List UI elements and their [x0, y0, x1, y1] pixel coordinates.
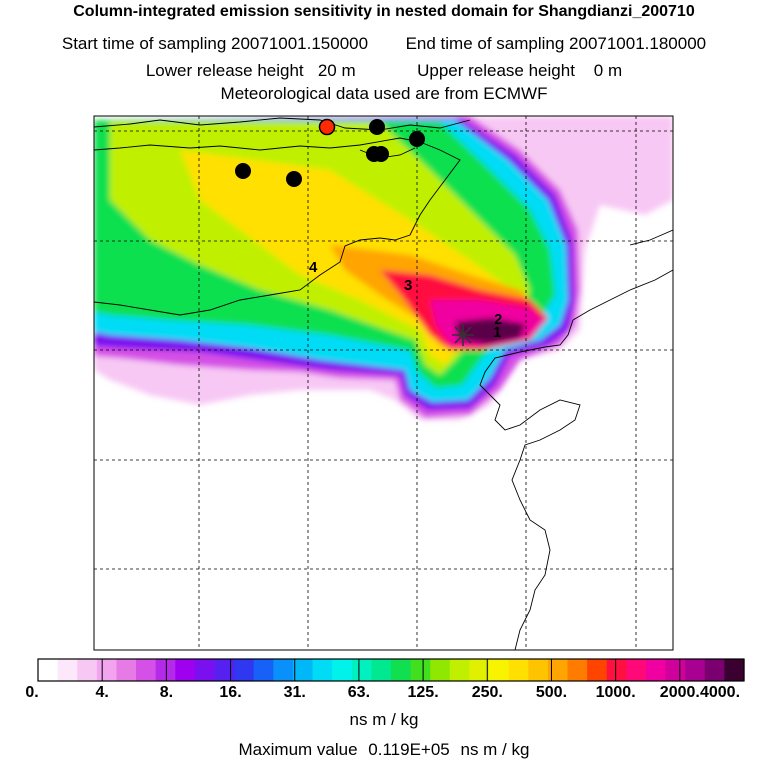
legend-color-swatch [38, 659, 59, 681]
legend-color-swatch [155, 659, 176, 681]
legend-tick-label: 2000. [659, 684, 700, 701]
legend-color-swatch [312, 659, 333, 681]
legend-color-swatch [351, 659, 372, 681]
legend-color-swatch [665, 659, 686, 681]
legend-color-swatch [234, 659, 255, 681]
legend-color-swatch [371, 659, 392, 681]
release-heights: Lower release height 20 m Upper release … [0, 61, 768, 81]
receptor-star-icon [452, 324, 474, 346]
age-label-1: 1 [493, 324, 501, 341]
legend-color-swatch [273, 659, 294, 681]
map-frame [93, 115, 674, 651]
legend-tick-label: 31. [283, 684, 306, 701]
legend-color-swatch [116, 659, 137, 681]
legend-tick-label: 8. [159, 684, 174, 701]
legend-color-swatch [645, 659, 667, 681]
release-marker [373, 146, 389, 162]
plume-field [94, 116, 673, 650]
legend-tick-label: 500. [535, 684, 568, 701]
legend-tick-label: 1000. [595, 684, 636, 701]
age-label-4: 4 [309, 259, 318, 276]
max-value-units: ns m / kg [460, 740, 530, 759]
legend-color-swatch [587, 659, 608, 681]
legend-color-swatch [489, 659, 510, 681]
map-grid [94, 116, 673, 650]
plume-band-4000-plus [455, 318, 525, 344]
end-time-label: End time of sampling 20071001.180000 [405, 34, 707, 53]
legend-tick-label: 63. [347, 684, 371, 701]
legend-color-swatch [469, 659, 490, 681]
legend-color-swatch [528, 659, 549, 681]
legend-color-swatch [332, 659, 353, 681]
legend-color-swatch [77, 659, 98, 681]
legend-color-swatch [194, 659, 216, 681]
legend-tick-label: 125. [407, 684, 439, 701]
legend-color-swatch [391, 659, 412, 681]
legend-tick-label: 0. [25, 684, 39, 701]
legend-colorbar [38, 659, 745, 681]
legend-color-swatch [410, 659, 431, 681]
release-marker [369, 119, 385, 135]
legend-color-swatch [136, 659, 157, 681]
legend-tick-label: 4000. [699, 684, 741, 701]
legend-color-swatch [547, 659, 569, 681]
maximum-value-line: Maximum value 0.119E+05 ns m / kg [0, 740, 768, 760]
legend-dividers [101, 659, 681, 681]
coastlines [94, 117, 673, 650]
station-marker [318, 118, 336, 136]
legend-tick-label: 4. [95, 684, 109, 701]
plot-title: Column-integrated emission sensitivity i… [73, 3, 695, 20]
release-marker [235, 163, 251, 179]
legend-tick-labels: 0. 4. 8. 16. 31. 63. 125. 250. 500. 1000. 2000. 400… [0, 684, 768, 706]
trajectory-markers [235, 119, 425, 187]
legend-color-swatch [626, 659, 647, 681]
legend-color-swatch [292, 659, 314, 681]
legend-color-swatch [253, 659, 274, 681]
legend-color-swatch [214, 659, 235, 681]
legend-color-swatch [449, 659, 471, 681]
legend-color-swatch [430, 659, 451, 681]
legend-tick-label: 250. [471, 684, 503, 701]
legend-color-swatch [96, 659, 118, 681]
upper-release-label: Upper release height 0 m [417, 61, 623, 80]
max-value-label: Maximum value [238, 740, 358, 759]
met-data-label: Meteorological data used are from ECMWF [220, 84, 548, 103]
legend-color-swatch [685, 659, 706, 681]
release-marker [286, 171, 302, 187]
release-marker [409, 131, 425, 147]
legend-units: ns m / kg [349, 710, 419, 729]
legend-frame [37, 658, 745, 682]
max-value-number: 0.119E+05 [368, 740, 450, 759]
sampling-times: Start time of sampling 20071001.150000 E… [0, 34, 768, 54]
legend-color-swatch [724, 659, 745, 681]
legend-color-swatch [57, 659, 78, 681]
legend-color-swatch [704, 659, 725, 681]
legend-tick-label: 16. [219, 684, 242, 701]
legend-color-swatch [606, 659, 627, 681]
lower-release-label: Lower release height 20 m [145, 61, 356, 80]
age-label-3: 3 [404, 277, 412, 294]
start-time-label: Start time of sampling 20071001.150000 [61, 34, 369, 53]
legend-color-swatch [175, 659, 196, 681]
legend-color-swatch [567, 659, 588, 681]
legend-color-swatch [508, 659, 529, 681]
age-label-2: 2 [494, 311, 502, 328]
